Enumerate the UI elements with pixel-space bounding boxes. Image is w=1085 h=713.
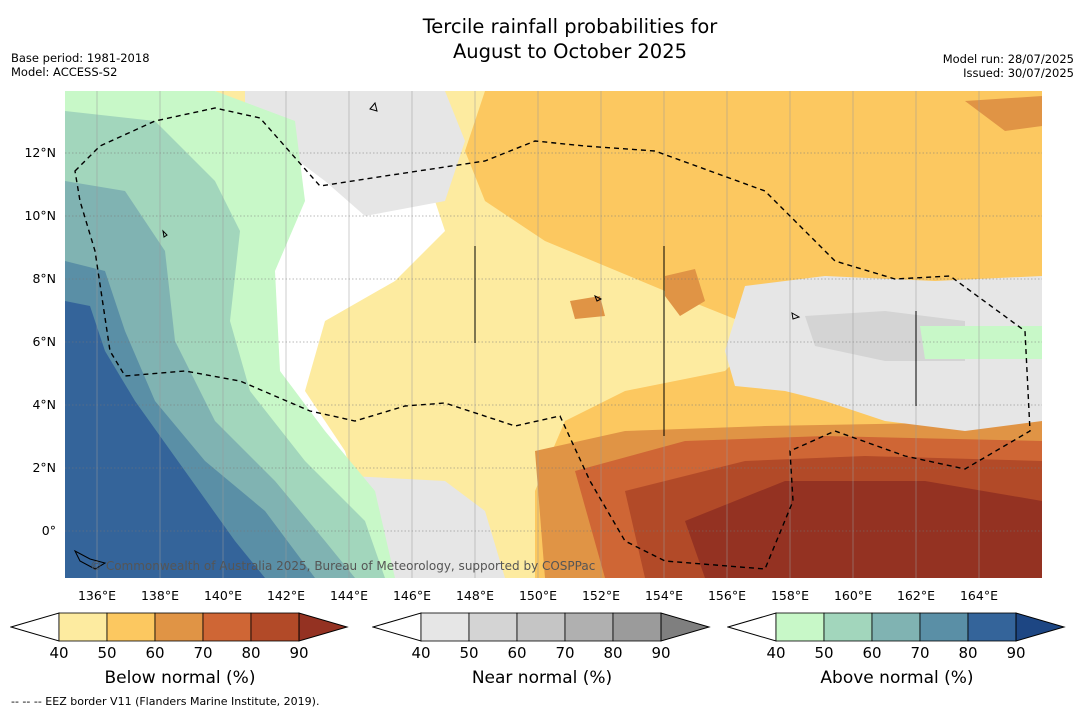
lon-label-160e: 160°E: [833, 588, 872, 603]
colorbar-above: [727, 612, 1066, 642]
below-60-patch-center: [665, 269, 705, 316]
tick-near-70: 70: [555, 644, 575, 662]
title-line-1: Tercile rainfall probabilities for: [422, 15, 718, 38]
tick-above-50: 50: [814, 644, 834, 662]
near-swatch-5: [612, 612, 662, 642]
lon-label-154e: 154°E: [644, 588, 683, 603]
lat-label-0: 0°: [41, 523, 56, 538]
lon-label-164e: 164°E: [959, 588, 998, 603]
meta-right: Model run: 28/07/2025 Issued: 30/07/2025: [943, 52, 1074, 80]
below-swatch-over: [298, 612, 349, 642]
below-swatch-1: [58, 612, 108, 642]
meridians: [96, 91, 980, 578]
tick-above-70: 70: [910, 644, 930, 662]
above-swatch-5: [967, 612, 1017, 642]
below-90-region: [685, 481, 1042, 578]
tick-below-50: 50: [97, 644, 117, 662]
islands: [73, 101, 917, 570]
above-swatch-over: [1015, 612, 1066, 642]
tick-above-60: 60: [862, 644, 882, 662]
base-period: Base period: 1981-2018: [11, 51, 150, 65]
above-swatch-4: [919, 612, 969, 642]
lon-label-150e: 150°E: [518, 588, 557, 603]
tick-below-40: 40: [49, 644, 69, 662]
lat-label-12n: 12°N: [24, 145, 56, 160]
meta-left: Base period: 1981-2018 Model: ACCESS-S2: [11, 51, 150, 79]
near-swatch-4: [564, 612, 614, 642]
lon-label-138e: 138°E: [140, 588, 179, 603]
tick-below-60: 60: [145, 644, 165, 662]
below-60-patch-mid: [570, 296, 605, 319]
chart-title: Tercile rainfall probabilities for Augus…: [0, 14, 1085, 64]
legend-title-near: Near normal (%): [471, 668, 613, 688]
near-swatch-3: [516, 612, 566, 642]
above-50-east-patch: [920, 326, 1042, 359]
below-swatch-3: [154, 612, 204, 642]
model-run: Model run: 28/07/2025: [942, 52, 1074, 66]
lat-label-10n: 10°N: [24, 208, 56, 223]
title-line-2: August to October 2025: [452, 40, 688, 63]
tick-below-90: 90: [289, 644, 309, 662]
near-swatch-under: [372, 612, 422, 642]
tick-below-80: 80: [241, 644, 261, 662]
tick-below-70: 70: [193, 644, 213, 662]
tick-near-40: 40: [411, 644, 431, 662]
lat-label-8n: 8°N: [32, 271, 56, 286]
above-80-region: [65, 301, 265, 578]
near-swatch-over: [660, 612, 711, 642]
lon-label-158e: 158°E: [770, 588, 809, 603]
below-swatch-5: [250, 612, 300, 642]
tick-near-90: 90: [651, 644, 671, 662]
tick-above-80: 80: [958, 644, 978, 662]
lon-label-146e: 146°E: [392, 588, 431, 603]
lat-label-4n: 4°N: [32, 397, 56, 412]
tick-near-50: 50: [459, 644, 479, 662]
lon-label-148e: 148°E: [455, 588, 494, 603]
below-swatch-2: [106, 612, 156, 642]
below-60-patch-ne: [965, 96, 1042, 131]
legend-title-above: Above normal (%): [820, 668, 974, 688]
tick-near-80: 80: [603, 644, 623, 662]
below-swatch-4: [202, 612, 252, 642]
below-swatch-under: [10, 612, 60, 642]
issued-date: Issued: 30/07/2025: [963, 66, 1074, 80]
tick-near-60: 60: [507, 644, 527, 662]
near-swatch-1: [420, 612, 470, 642]
near-normal-north: [245, 91, 465, 216]
above-swatch-3: [871, 612, 921, 642]
eez-footnote: -- -- -- EEZ border V11 (Flanders Marine…: [11, 695, 320, 708]
near-swatch-2: [468, 612, 518, 642]
lon-label-144e: 144°E: [329, 588, 368, 603]
lon-label-156e: 156°E: [707, 588, 746, 603]
lon-label-136e: 136°E: [77, 588, 116, 603]
above-swatch-under: [727, 612, 777, 642]
above-swatch-2: [823, 612, 873, 642]
model-name: Model: ACCESS-S2: [11, 65, 118, 79]
above-swatch-1: [775, 612, 825, 642]
tick-above-90: 90: [1006, 644, 1026, 662]
lat-label-6n: 6°N: [32, 334, 56, 349]
lon-label-162e: 162°E: [896, 588, 935, 603]
copyright: © Commonwealth of Australia 2025, Bureau…: [90, 559, 595, 573]
tick-above-40: 40: [766, 644, 786, 662]
rainfall-map: © Commonwealth of Australia 2025, Bureau…: [65, 91, 1042, 578]
legend-title-below: Below normal (%): [104, 668, 256, 688]
lat-label-2n: 2°N: [32, 460, 56, 475]
lon-label-152e: 152°E: [581, 588, 620, 603]
colorbar-below: [10, 612, 349, 642]
lon-label-142e: 142°E: [266, 588, 305, 603]
lon-label-140e: 140°E: [203, 588, 242, 603]
colorbar-near: [372, 612, 711, 642]
